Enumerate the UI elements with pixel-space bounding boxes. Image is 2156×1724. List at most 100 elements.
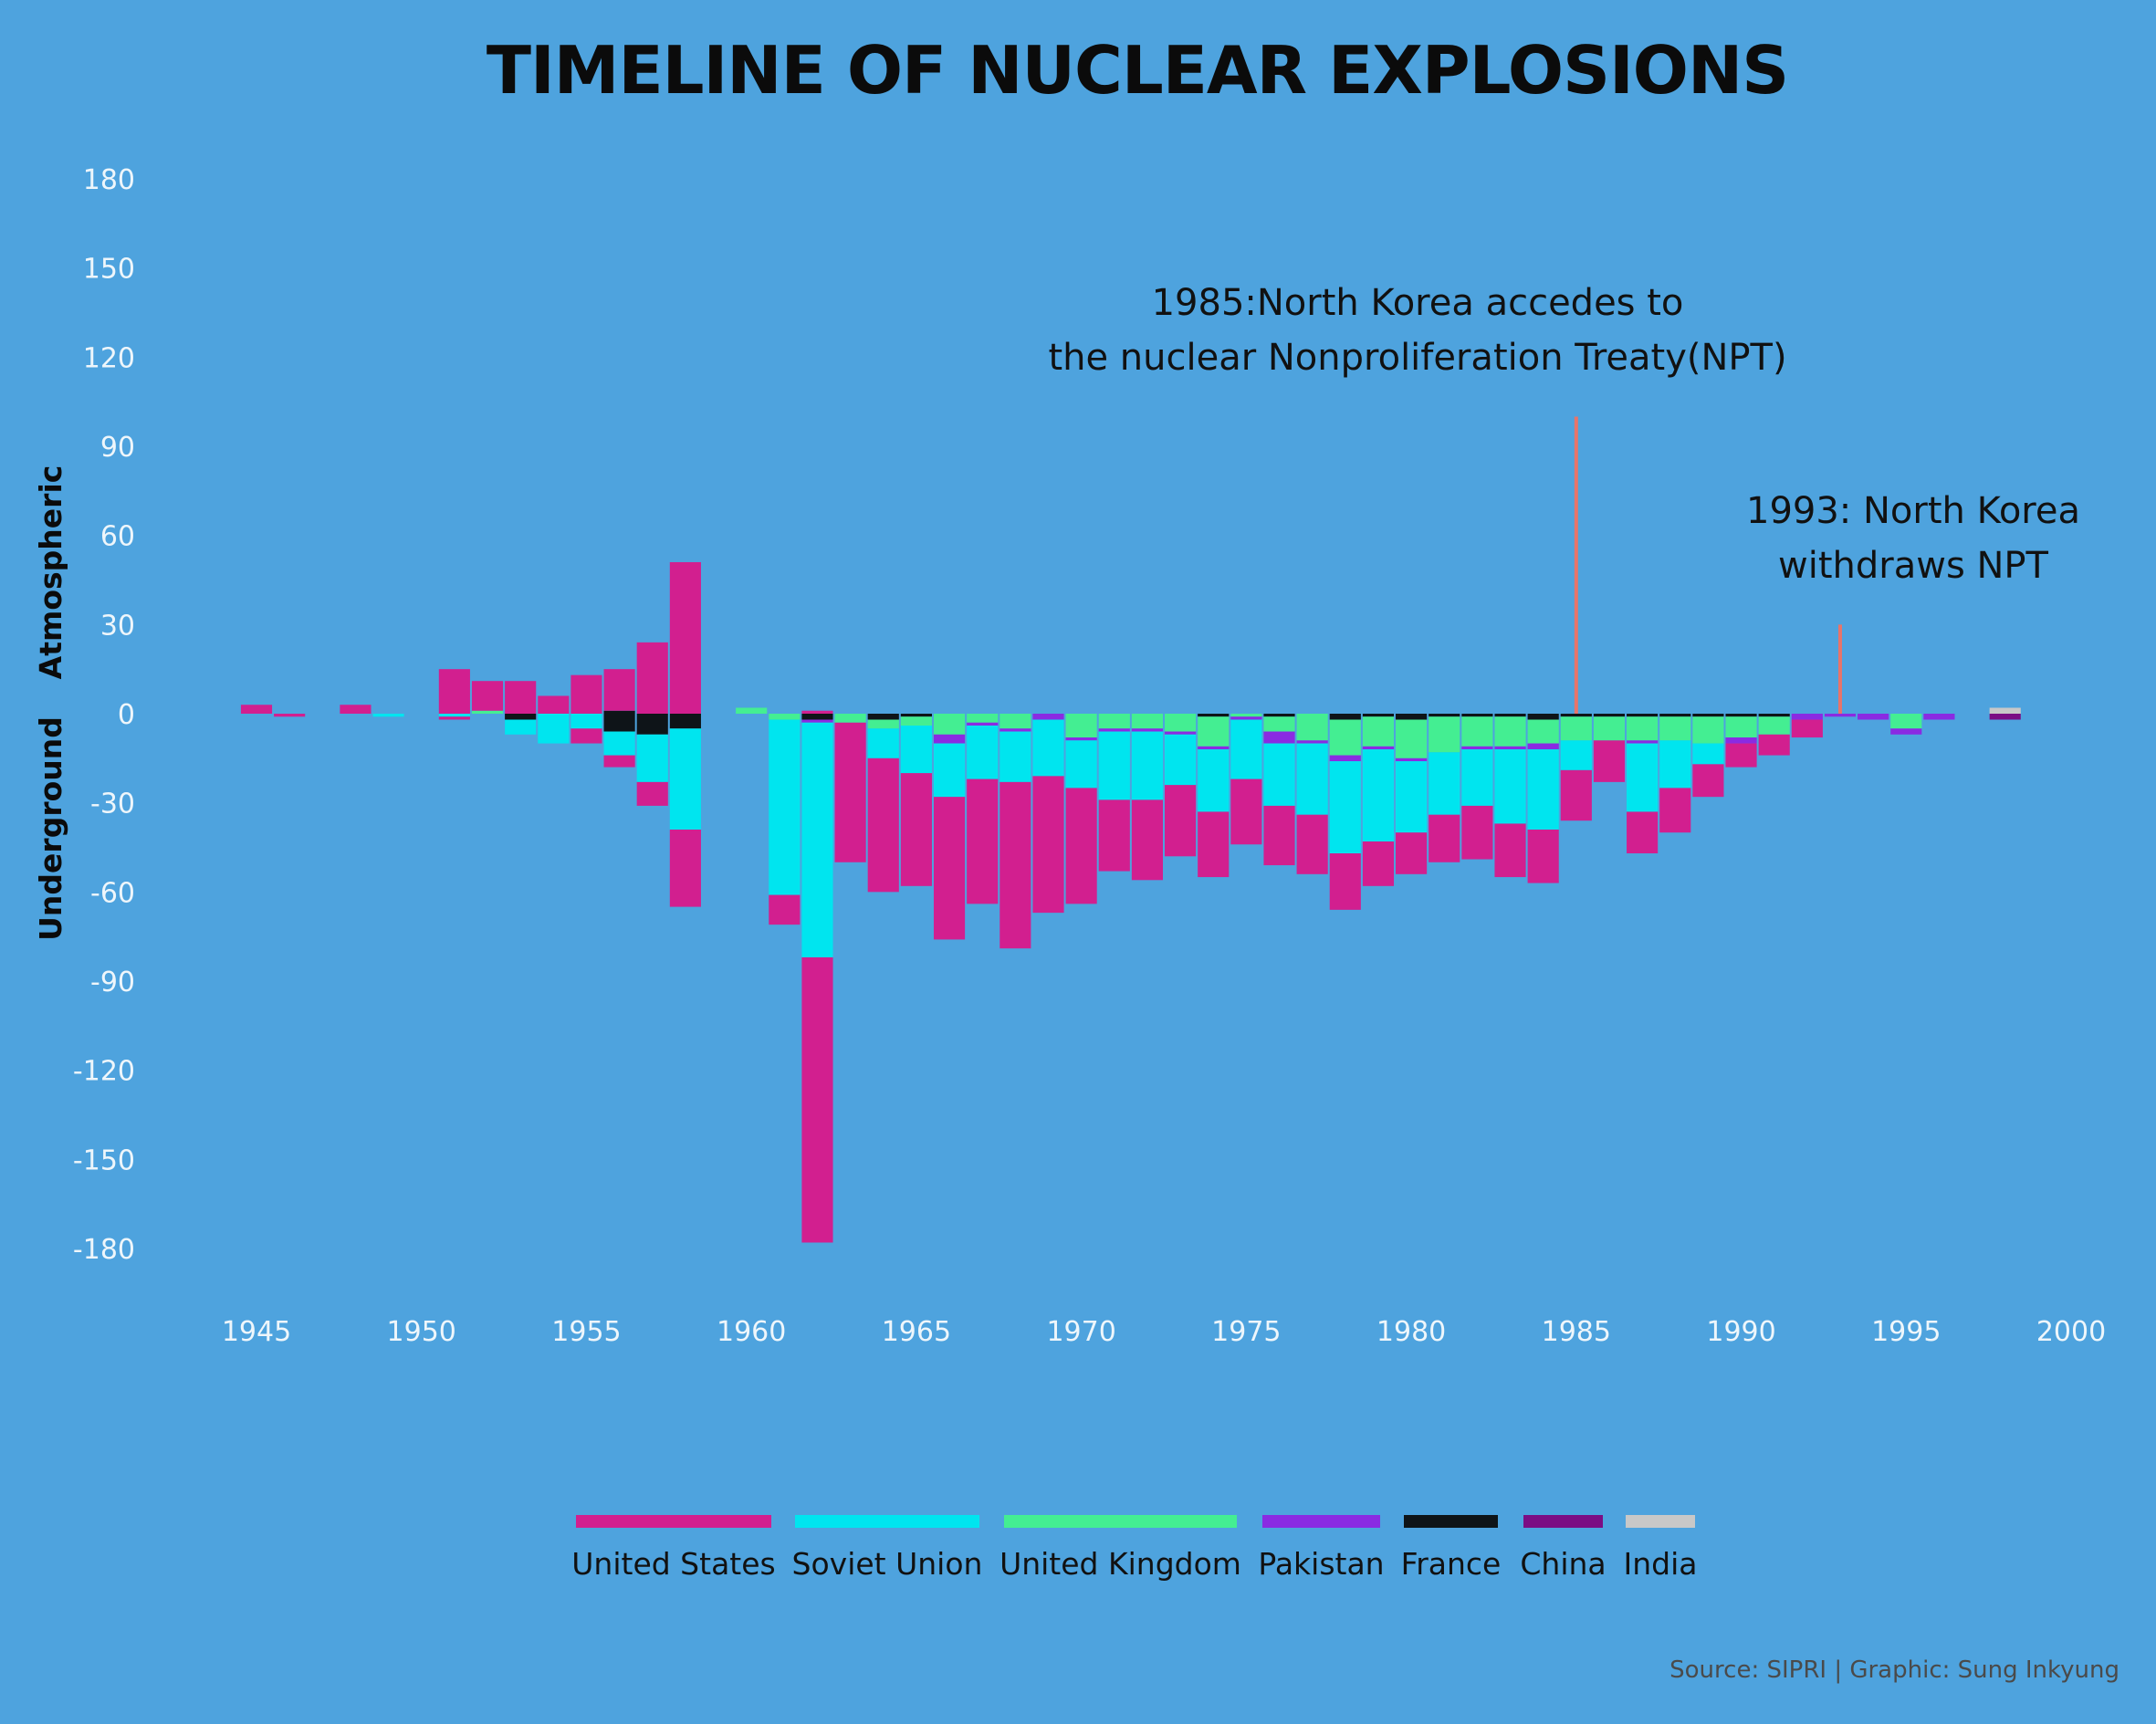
- bar-und-1956-soviet-union: [603, 731, 635, 756]
- bar-atm-1953-united-states: [505, 681, 537, 714]
- bar-und-1985-united-states: [1560, 769, 1592, 821]
- bar-und-1982-pakistan: [1461, 746, 1493, 750]
- bar-und-1962-united-states: [801, 956, 833, 1243]
- bar-und-1967-soviet-union: [967, 726, 999, 779]
- bar-und-1988-united-kingdom: [1659, 716, 1691, 741]
- bar-atm-1958-united-states: [669, 561, 701, 714]
- bar-und-1975-soviet-union: [1230, 719, 1262, 779]
- bar-und-1983-united-kingdom: [1494, 716, 1526, 747]
- bar-und-1985-france: [1560, 714, 1592, 717]
- y-tick-label: -150: [73, 1144, 135, 1176]
- bar-und-1972-soviet-union: [1131, 731, 1163, 800]
- bar-und-1971-soviet-union: [1098, 731, 1130, 800]
- y-tick-label: 150: [83, 254, 135, 286]
- bar-und-1970-united-kingdom: [1065, 714, 1097, 738]
- y-tick-label: -120: [73, 1056, 135, 1088]
- bar-und-1990-france: [1725, 714, 1757, 717]
- bar-atm-1998-india: [1989, 707, 2021, 714]
- legend-label-united-kingdom: United Kingdom: [1000, 1546, 1241, 1582]
- bar-und-1983-pakistan: [1494, 746, 1526, 750]
- bar-und-1969-soviet-union: [1032, 719, 1064, 777]
- bar-und-1957-united-states: [636, 781, 668, 806]
- bar-und-1977-soviet-union: [1296, 743, 1328, 815]
- bar-und-1980-france: [1396, 714, 1428, 720]
- bar-und-1980-united-kingdom: [1396, 719, 1428, 758]
- bar-und-1968-pakistan: [1000, 728, 1031, 732]
- bar-und-1975-united-states: [1230, 778, 1262, 845]
- bar-und-1976-soviet-union: [1263, 743, 1295, 806]
- bar-und-1970-soviet-union: [1065, 740, 1097, 789]
- x-tick-label: 1990: [1706, 1316, 1775, 1348]
- bar-und-1968-united-kingdom: [1000, 714, 1031, 729]
- bar-und-1974-soviet-union: [1198, 749, 1230, 812]
- bar-und-1973-united-kingdom: [1165, 714, 1197, 732]
- annotation-text-1993: withdraws NPT: [1778, 545, 2049, 587]
- bar-und-1978-pakistan: [1329, 755, 1361, 762]
- bar-und-1973-soviet-union: [1165, 734, 1197, 786]
- bar-und-1956-france: [603, 714, 635, 732]
- x-tick-label: 1960: [717, 1316, 786, 1348]
- y-label-atmospheric: Atmospheric: [33, 465, 68, 680]
- bar-und-1970-pakistan: [1065, 737, 1097, 741]
- bar-und-1962-france: [801, 714, 833, 720]
- bar-und-1989-united-kingdom: [1692, 716, 1724, 744]
- bar-atm-1948-united-states: [340, 705, 372, 714]
- bar-und-1976-united-kingdom: [1263, 716, 1295, 732]
- bar-und-1962-soviet-union: [801, 722, 833, 957]
- bar-und-1954-soviet-union: [538, 714, 570, 744]
- bar-und-1994-pakistan: [1858, 714, 1889, 720]
- bar-atm-1951-united-states: [438, 669, 470, 714]
- bar-und-1964-soviet-union: [867, 728, 899, 758]
- bar-und-1979-united-states: [1362, 841, 1395, 886]
- bar-und-1980-pakistan: [1396, 758, 1428, 762]
- bar-und-1968-united-states: [1000, 781, 1031, 949]
- bar-und-1967-united-kingdom: [967, 714, 999, 723]
- y-tick-label: 30: [100, 610, 135, 642]
- x-tick-label: 1980: [1376, 1316, 1446, 1348]
- bar-und-1984-pakistan: [1527, 743, 1559, 750]
- annotation-text-1985: 1985:North Korea accedes to: [1152, 282, 1684, 324]
- bar-und-1951-united-states: [438, 716, 470, 720]
- bar-und-1955-united-states: [570, 728, 602, 744]
- bar-und-1955-soviet-union: [570, 714, 602, 729]
- legend-label-pakistan: Pakistan: [1258, 1546, 1384, 1582]
- bar-und-1972-pakistan: [1131, 728, 1163, 732]
- bar-und-1980-united-states: [1396, 832, 1428, 874]
- bar-und-1984-united-kingdom: [1527, 719, 1559, 744]
- bar-und-1973-pakistan: [1165, 731, 1197, 735]
- x-tick-label: 1970: [1046, 1316, 1115, 1348]
- y-tick-label: -30: [90, 789, 135, 820]
- bar-und-1968-soviet-union: [1000, 731, 1031, 782]
- bar-atm-1952-united-states: [471, 681, 504, 711]
- bar-atm-1960-united-kingdom: [736, 707, 768, 714]
- bar-und-1958-soviet-union: [669, 728, 701, 830]
- bar-und-1962-pakistan: [801, 719, 833, 723]
- bar-und-1972-united-states: [1131, 799, 1163, 881]
- bar-und-1976-pakistan: [1263, 731, 1295, 744]
- bar-und-1946-united-states: [274, 714, 306, 717]
- x-tick-label: 1995: [1871, 1316, 1941, 1348]
- bar-und-1964-france: [867, 714, 899, 720]
- bar-und-1970-united-states: [1065, 788, 1097, 904]
- bar-und-1990-pakistan: [1725, 737, 1757, 744]
- bar-und-1979-pakistan: [1362, 746, 1395, 750]
- bar-und-1966-soviet-union: [933, 743, 966, 798]
- bar-atm-1954-united-states: [538, 695, 570, 714]
- bar-und-1981-soviet-union: [1429, 752, 1460, 815]
- bar-und-1978-united-states: [1329, 853, 1361, 910]
- y-tick-label: -60: [90, 877, 135, 909]
- bar-und-1996-pakistan: [1923, 714, 1955, 720]
- bar-und-1966-united-states: [933, 797, 966, 940]
- bar-und-1977-pakistan: [1296, 740, 1328, 744]
- bar-und-1966-pakistan: [933, 734, 966, 744]
- bars: [240, 561, 2021, 1243]
- bar-und-1982-france: [1461, 714, 1493, 717]
- bar-und-1971-united-states: [1098, 799, 1130, 872]
- bar-und-1957-france: [636, 714, 668, 735]
- bar-atm-1955-united-states: [570, 674, 602, 714]
- bar-und-1976-france: [1263, 714, 1295, 717]
- x-tick-label: 1965: [882, 1316, 951, 1348]
- legend-label-united-states: United States: [571, 1546, 775, 1582]
- bar-und-1987-united-states: [1627, 811, 1659, 854]
